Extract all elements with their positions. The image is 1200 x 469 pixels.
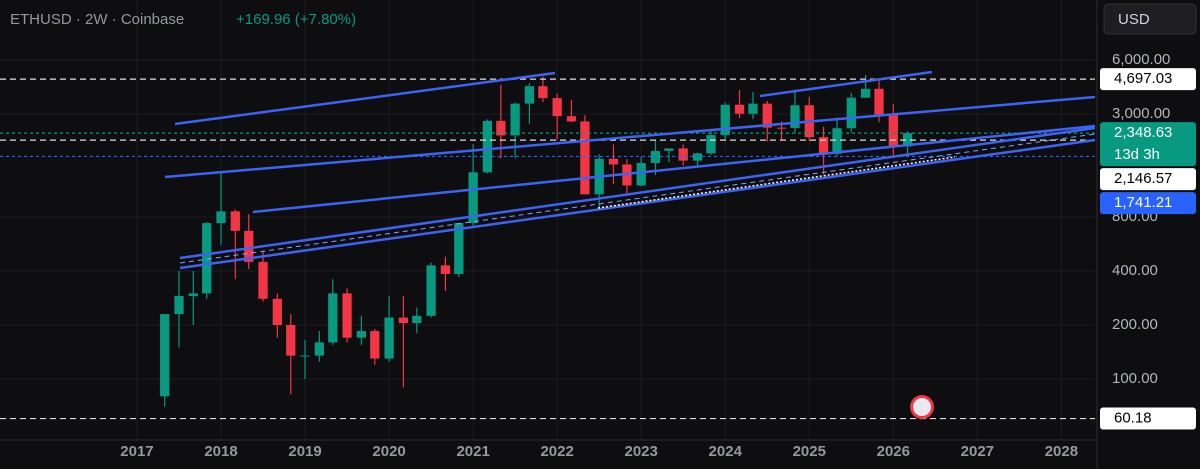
x-tick-label: 2026 (877, 443, 910, 460)
candle-body (538, 86, 548, 99)
candle-body (328, 293, 338, 343)
price-label: 1,741.21 (1114, 194, 1172, 211)
candle-body (706, 135, 716, 154)
trendline (164, 95, 1096, 179)
candle-body (832, 128, 842, 154)
trendline (597, 156, 956, 209)
x-tick-label: 2024 (709, 443, 743, 460)
candle-body (748, 103, 758, 114)
x-tick-label: 2025 (793, 443, 826, 460)
candle-body (174, 296, 184, 315)
symbol-title: ETHUSD · 2W · Coinbase (10, 11, 184, 28)
candle-body (734, 104, 745, 114)
candle-body (902, 133, 913, 147)
trendline (252, 124, 1096, 214)
candle-body (608, 158, 619, 165)
candle-body (468, 172, 478, 224)
candle-body (720, 104, 730, 136)
candle-body (342, 293, 352, 338)
y-tick-label: 6,000.00 (1112, 51, 1170, 68)
candle-body (664, 148, 674, 151)
candle-body (370, 331, 380, 359)
currency-button[interactable] (1103, 3, 1197, 35)
candle-body (860, 88, 871, 98)
price-label-box (1100, 68, 1196, 91)
price-label-box (1100, 407, 1196, 430)
candle-body (398, 317, 409, 324)
price-label: 2,348.63 (1114, 124, 1172, 141)
candle-body (356, 331, 367, 338)
candle-body (846, 97, 856, 129)
flag (913, 398, 931, 416)
x-tick-label: 2021 (456, 443, 489, 460)
trendline (179, 138, 1096, 270)
candle-body (818, 137, 829, 154)
x-tick-label: 2027 (961, 443, 994, 460)
x-tick-label: 2019 (288, 443, 321, 460)
trendlines (164, 70, 1096, 270)
trendline (174, 71, 556, 126)
candle-body (440, 265, 451, 274)
candle-body (258, 261, 268, 299)
x-tick-label: 2022 (540, 443, 573, 460)
candle-body (244, 230, 254, 262)
candle-body (412, 315, 422, 324)
candle-body (524, 86, 535, 104)
price-label-box (1100, 122, 1196, 167)
candle-body (230, 211, 240, 231)
candle-body (188, 293, 198, 297)
price-label: 4,697.03 (1114, 70, 1172, 87)
candle-body (216, 211, 226, 224)
x-tick-label: 2017 (120, 443, 153, 460)
candle-body (888, 114, 898, 147)
candle-body (202, 223, 212, 294)
candle-body (678, 148, 688, 161)
plot (0, 0, 1095, 440)
candle-body (272, 298, 282, 326)
price-label: 60.18 (1114, 410, 1152, 427)
x-tick-label: 2023 (625, 443, 658, 460)
price-change: +169.96 (+7.80%) (236, 11, 356, 28)
candle-body (482, 120, 493, 173)
candle-body (300, 355, 310, 357)
candle-body (384, 317, 394, 359)
candle-body (314, 342, 324, 356)
candle-body (580, 121, 590, 195)
trendline (179, 126, 1096, 260)
trendline (759, 70, 933, 98)
candle-body (874, 88, 884, 115)
candle-body (776, 127, 787, 129)
candle-body (510, 103, 520, 136)
price-countdown: 13d 3h (1114, 146, 1160, 163)
x-tick-label: 2018 (204, 443, 237, 460)
price-label-box (1100, 192, 1196, 215)
candle-body (762, 103, 772, 128)
candle-body (454, 223, 464, 274)
y-tick-label: 3,000.00 (1112, 105, 1170, 122)
candle-body (160, 314, 170, 397)
candle-body (790, 105, 800, 128)
y-tick-label: 100.00 (1112, 370, 1158, 387)
candle-body (286, 325, 296, 356)
x-tick-label: 2020 (372, 443, 405, 460)
currency[interactable]: USD (1118, 11, 1150, 28)
candle-body (496, 120, 506, 136)
candle-body (636, 163, 646, 186)
price-label: 2,146.57 (1114, 170, 1172, 187)
candle-body (426, 265, 436, 316)
candle-body (552, 98, 562, 117)
y-tick-label: 200.00 (1112, 316, 1158, 333)
x-tick-label: 2028 (1045, 443, 1078, 460)
trendline (179, 133, 1096, 264)
price-label-box (1100, 168, 1196, 191)
flag-icon (910, 395, 934, 419)
candle-body (566, 116, 577, 122)
y-tick-label: 400.00 (1112, 262, 1158, 279)
